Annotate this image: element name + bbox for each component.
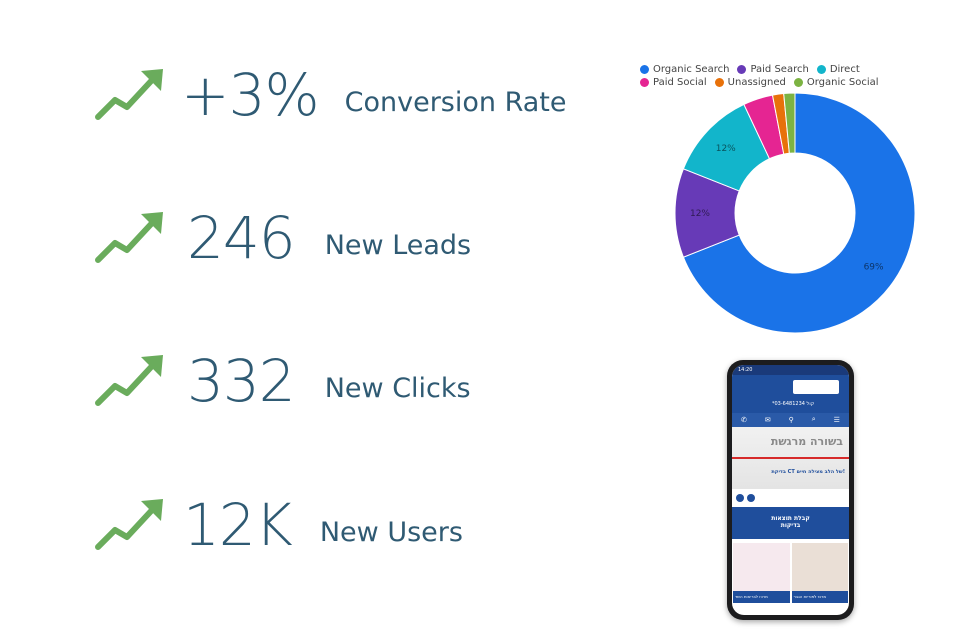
heartbeat-line bbox=[732, 457, 849, 459]
status-bar: 14:20 bbox=[732, 365, 849, 375]
legend-label: Paid Social bbox=[653, 77, 707, 88]
next-slide-button[interactable] bbox=[747, 494, 755, 502]
legend-item[interactable]: Paid Search bbox=[737, 64, 809, 75]
hero-subtitle: בדיקת CT של הלב מצילה חיים! bbox=[771, 469, 845, 475]
hero-title: בשורה מרגשת bbox=[770, 435, 843, 448]
chart-legend: Organic Search Paid Search Direct Paid S… bbox=[640, 63, 940, 89]
service-cards: מרכז לבריאות השד מרכז לפוריות הגבר bbox=[732, 543, 849, 603]
phone-icon[interactable]: ✆ bbox=[740, 417, 747, 424]
legend-item[interactable]: Paid Social bbox=[640, 77, 707, 88]
search-icon[interactable]: ⌕ bbox=[811, 416, 816, 423]
legend-label: Organic Social bbox=[806, 77, 879, 88]
up-trend-icon bbox=[95, 499, 163, 550]
site-nav: ✆ ✉ ⚲ ⌕ ☰ bbox=[732, 413, 849, 427]
stat-row-users: 12K New Users bbox=[95, 485, 463, 565]
legend-swatch bbox=[793, 78, 803, 87]
up-trend-icon bbox=[95, 69, 163, 120]
legend-item[interactable]: Organic Social bbox=[793, 77, 879, 88]
cta-label-1: קבלת תוצאות bbox=[771, 515, 810, 522]
status-time: 14:20 bbox=[738, 367, 753, 373]
stat-label: New Leads bbox=[324, 229, 472, 261]
legend-item[interactable]: Organic Search bbox=[640, 64, 729, 75]
slider-controls bbox=[732, 489, 849, 507]
legend-swatch bbox=[816, 65, 826, 74]
slice-data-label: 69% bbox=[864, 262, 884, 272]
donut-chart: 69% 12% 12% bbox=[674, 92, 916, 334]
slice-data-label: 12% bbox=[716, 144, 736, 154]
phone-mockup: 14:20 *קול 03-6481234 ✆ ✉ ⚲ ⌕ ☰ בשורה מר… bbox=[727, 360, 854, 620]
stat-value: +3% bbox=[181, 61, 320, 129]
service-card[interactable]: מרכז לפוריות הגבר bbox=[791, 543, 848, 603]
site-header: *קול 03-6481234 bbox=[732, 375, 849, 413]
stat-value: 332 bbox=[187, 347, 296, 415]
legend-item[interactable]: Direct bbox=[816, 64, 860, 75]
phone-screen: 14:20 *קול 03-6481234 ✆ ✉ ⚲ ⌕ ☰ בשורה מר… bbox=[732, 365, 849, 615]
stat-row-clicks: 332 New Clicks bbox=[95, 341, 471, 421]
donut-slice-organic-social[interactable] bbox=[783, 92, 796, 154]
legend-swatch bbox=[640, 65, 649, 74]
legend-swatch bbox=[714, 78, 724, 87]
legend-swatch bbox=[640, 78, 649, 87]
card-label: מרכז לבריאות השד bbox=[733, 591, 790, 603]
prev-slide-button[interactable] bbox=[736, 494, 744, 502]
hero-banner[interactable]: בשורה מרגשת בדיקת CT של הלב מצילה חיים! bbox=[732, 427, 849, 489]
card-label: מרכז לפוריות הגבר bbox=[791, 591, 848, 603]
legend-label: Unassigned bbox=[727, 77, 786, 88]
donut-slice-organic-search[interactable] bbox=[682, 92, 916, 334]
legend-swatch bbox=[737, 65, 747, 74]
location-icon[interactable]: ⚲ bbox=[788, 417, 794, 424]
stat-label: Conversion Rate bbox=[344, 86, 567, 118]
menu-icon[interactable]: ☰ bbox=[833, 417, 840, 424]
legend-row-2: Paid Social Unassigned Organic Social bbox=[640, 76, 940, 89]
stat-value: 246 bbox=[187, 204, 296, 272]
results-button[interactable]: קבלת תוצאות בדיקות bbox=[732, 507, 849, 539]
stat-label: New Clicks bbox=[324, 372, 471, 404]
cta-label-2: בדיקות bbox=[780, 522, 801, 529]
slice-data-label: 12% bbox=[690, 209, 710, 219]
service-card[interactable]: מרכז לבריאות השד bbox=[733, 543, 790, 603]
site-phone[interactable]: *קול 03-6481234 bbox=[772, 401, 815, 407]
mail-icon[interactable]: ✉ bbox=[764, 417, 771, 424]
up-trend-icon bbox=[95, 355, 163, 406]
legend-row-1: Organic Search Paid Search Direct bbox=[640, 63, 940, 76]
stat-row-conversion: +3% Conversion Rate bbox=[95, 55, 567, 135]
stat-value: 12K bbox=[183, 491, 293, 559]
legend-item[interactable]: Unassigned bbox=[714, 77, 786, 88]
legend-label: Direct bbox=[829, 64, 860, 75]
legend-label: Paid Search bbox=[750, 64, 809, 75]
up-trend-icon bbox=[95, 212, 163, 263]
site-logo[interactable] bbox=[793, 380, 839, 394]
stat-row-leads: 246 New Leads bbox=[95, 198, 471, 278]
legend-label: Organic Search bbox=[653, 64, 730, 75]
stat-label: New Users bbox=[319, 516, 463, 548]
